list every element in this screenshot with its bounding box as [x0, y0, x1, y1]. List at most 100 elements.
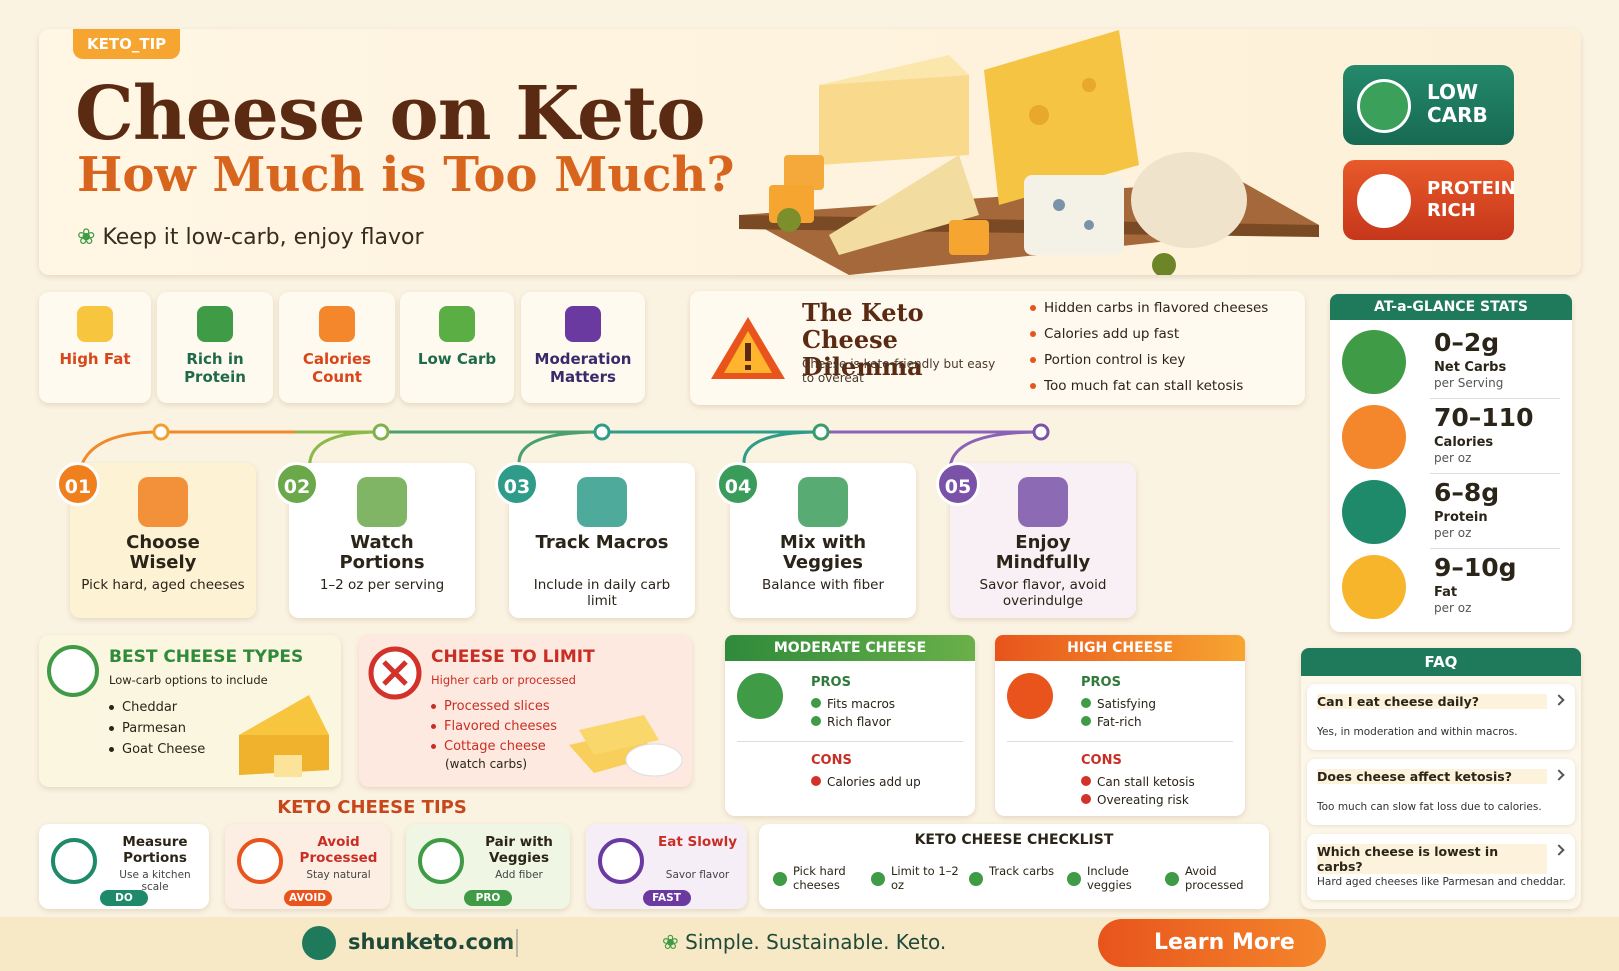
feature-card: Calories Count [279, 292, 395, 403]
stat-value: 0–2g [1434, 328, 1500, 357]
step-icon [357, 477, 407, 527]
card-title: HIGH CHEESE [995, 635, 1245, 661]
step-card: Choose Wisely Pick hard, aged cheeses [70, 463, 256, 618]
faq-chevron [1553, 694, 1565, 706]
tip-card: Avoid Processed Stay natural AVOID [225, 824, 390, 909]
con-item: Can stall ketosis [1081, 775, 1195, 789]
faq-title: FAQ [1301, 648, 1581, 676]
item-text: Processed slices [444, 699, 550, 714]
pro-text: Fat-rich [1097, 715, 1142, 729]
step-number: 05 [936, 462, 980, 506]
moderate-card: MODERATE CHEESE PROS Fits macros Rich flavo… [725, 635, 975, 816]
dilemma-text: Cheese is keto-friendly but easy to over… [802, 357, 996, 385]
feature-card: Moderation Matters [521, 292, 645, 403]
cons-label: CONS [811, 753, 852, 768]
divider [1430, 398, 1560, 399]
feature-icon [77, 306, 113, 342]
tip-title: Avoid Processed [299, 834, 378, 866]
list-item: Flavored cheeses [431, 717, 557, 737]
tagline-text: Keep it low-carb, enjoy flavor [102, 225, 424, 250]
faq-item[interactable]: Does cheese affect ketosis? Too much can … [1307, 759, 1575, 825]
faq-answer: Too much can slow fat loss due to calori… [1317, 801, 1542, 813]
stat-label: Calories [1434, 435, 1494, 450]
faq-question: Does cheese affect ketosis? [1317, 769, 1547, 784]
step-title: Mix with Veggies [779, 532, 867, 573]
tip-card: Eat Slowly Savor flavor FAST [586, 824, 747, 909]
tip-icon [598, 838, 644, 884]
slogan-text: Simple. Sustainable. Keto. [685, 930, 947, 954]
stat-label: Protein [1434, 510, 1488, 525]
feature-label: High Fat [59, 350, 131, 368]
stat-icon [1342, 405, 1406, 469]
divider [1007, 741, 1233, 742]
bullet [431, 724, 436, 729]
con-item: Overeating risk [1081, 793, 1189, 807]
feature-icon [319, 306, 355, 342]
tag: KETO_TIP [73, 29, 181, 59]
stat-unit: per Serving [1434, 376, 1504, 390]
faq-answer: Hard aged cheeses like Parmesan and ched… [1317, 876, 1566, 888]
divider [737, 741, 963, 742]
tip-tag: AVOID [283, 890, 332, 906]
bullet [109, 726, 114, 731]
learn-more-button[interactable]: Learn More [1098, 919, 1326, 967]
check-icon [773, 872, 787, 886]
check-icon [1067, 872, 1081, 886]
step-text: Balance with fiber [762, 577, 884, 593]
faq-item[interactable]: Can I eat cheese daily? Yes, in moderatio… [1307, 684, 1575, 750]
cheese-illustration [739, 30, 1319, 275]
tip-text: Stay natural [306, 869, 371, 881]
badge-low-carb: LOW CARB [1343, 65, 1514, 145]
best-title: BEST CHEESE TYPES [109, 647, 304, 667]
stat-label: Fat [1434, 585, 1458, 600]
stat-icon [1342, 330, 1406, 394]
con-text: Can stall ketosis [1097, 775, 1195, 789]
check [1081, 716, 1091, 726]
item-text: Goat Cheese [122, 742, 206, 757]
bullet-text: Too much fat can stall ketosis [1044, 378, 1244, 394]
best-icon [47, 645, 99, 697]
timeline [78, 423, 1050, 471]
tip-title: Eat Slowly [657, 834, 737, 850]
item-text: Parmesan [122, 721, 186, 736]
stat-icon [1342, 480, 1406, 544]
feature-card: High Fat [39, 292, 151, 403]
stat-unit: per oz [1434, 526, 1472, 540]
check-text: Avoid processed [1185, 864, 1244, 892]
step-title: Track Macros [535, 532, 669, 553]
step-title: Choose Wisely [126, 532, 200, 573]
step-number: 01 [56, 462, 100, 506]
feature-icon [197, 306, 233, 342]
tip-icon [237, 838, 283, 884]
high-card: HIGH CHEESE PROS Satisfying Fat-rich CONS Can… [995, 635, 1245, 816]
tip-card: Measure Portions Use a kitchen scale DO [39, 824, 209, 909]
faq-question: Which cheese is lowest in carbs? [1317, 844, 1547, 874]
pros-label: PROS [811, 675, 851, 690]
item-text: Cottage cheese [444, 739, 546, 754]
step-icon [138, 477, 188, 527]
faq-item[interactable]: Which cheese is lowest in carbs? Hard age… [1307, 834, 1575, 900]
card-title: MODERATE CHEESE [725, 635, 975, 661]
check [1081, 698, 1091, 708]
con-item: Calories add up [811, 775, 921, 789]
tip-tag: FAST [642, 890, 691, 906]
limit-icon [368, 646, 422, 700]
check [811, 716, 821, 726]
badge-icon [1357, 174, 1411, 228]
dilemma-bullet: Hidden carbs in flavored cheeses [1030, 295, 1268, 321]
check-icon [969, 872, 983, 886]
step-title: Watch Portions [339, 532, 425, 573]
feature-icon [565, 306, 601, 342]
bullet [431, 744, 436, 749]
con-text: Overeating risk [1097, 793, 1189, 807]
dilemma-bullet: Too much fat can stall ketosis [1030, 373, 1268, 399]
slices-image [569, 715, 683, 777]
list-item: Parmesan [109, 718, 205, 739]
check-icon [1165, 872, 1179, 886]
list-item: Goat Cheese [109, 739, 205, 760]
dilemma-bullet: Calories add up fast [1030, 321, 1268, 347]
step-number: 02 [275, 462, 319, 506]
tip-card: Pair with Veggies Add fiber PRO [406, 824, 570, 909]
limit-note: (watch carbs) [445, 757, 528, 771]
